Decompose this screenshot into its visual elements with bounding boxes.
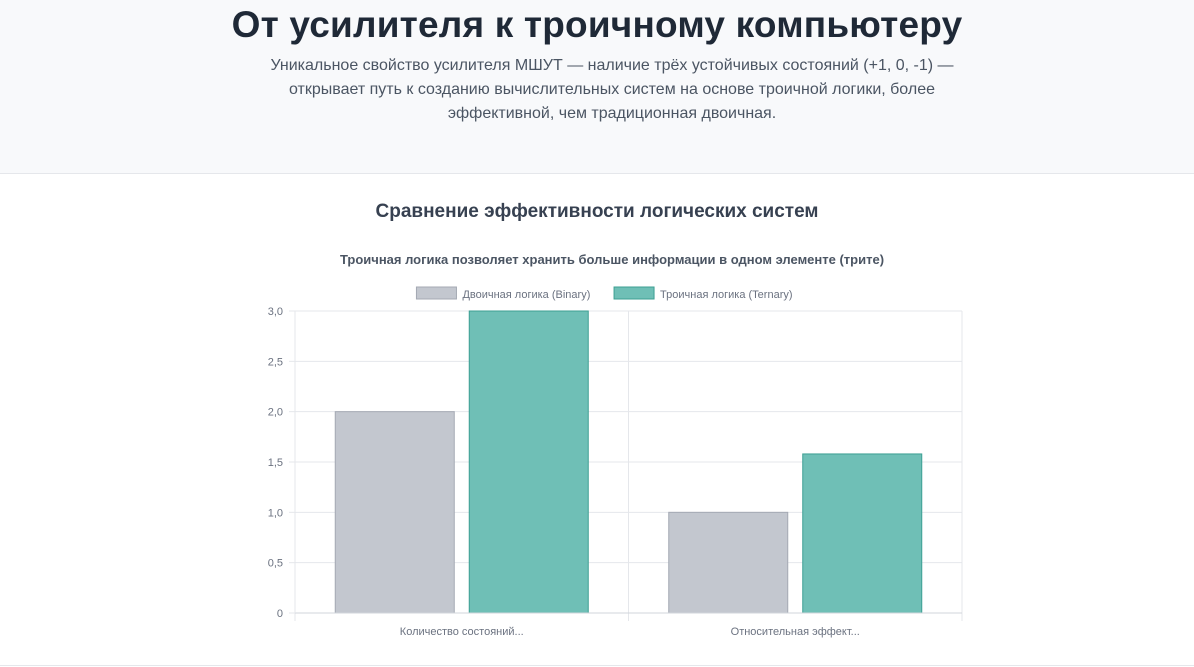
x-tick-label: Относительная эффект... xyxy=(731,626,860,638)
bar-binary-1 xyxy=(334,411,455,614)
y-tick-label: 1,5 xyxy=(268,457,283,469)
y-tick-label: 2,5 xyxy=(268,356,283,368)
hero-section: От усилителя к троичному компьютеру Уник… xyxy=(0,0,1194,174)
x-tick-label: Количество состояний... xyxy=(400,626,524,638)
bar-ternary-2 xyxy=(802,453,923,614)
chart-card xyxy=(0,174,1194,666)
y-tick-label: 1,0 xyxy=(268,507,283,519)
y-tick-label: 3,0 xyxy=(268,306,283,318)
page-subtitle: Уникальное свойство усилителя МШУТ — нал… xyxy=(270,57,954,122)
legend-label-binary: Двоичная логика (Binary) xyxy=(462,289,590,301)
bar-binary-2 xyxy=(668,511,789,614)
legend-swatch-binary xyxy=(415,286,457,300)
legend-label-ternary: Троичная логика (Ternary) xyxy=(660,289,792,301)
bar-ternary-1 xyxy=(468,310,589,614)
y-tick-label: 0,5 xyxy=(268,558,283,570)
section-title: Сравнение эффективности логических систе… xyxy=(375,201,819,222)
chart-title: Троичная логика позволяет хранить больше… xyxy=(340,252,884,267)
y-tick-label: 2,0 xyxy=(268,407,283,419)
page-title: От усилителя к троичному компьютеру xyxy=(231,4,963,45)
legend-swatch-ternary xyxy=(613,286,655,300)
y-tick-label: 0 xyxy=(277,608,283,620)
